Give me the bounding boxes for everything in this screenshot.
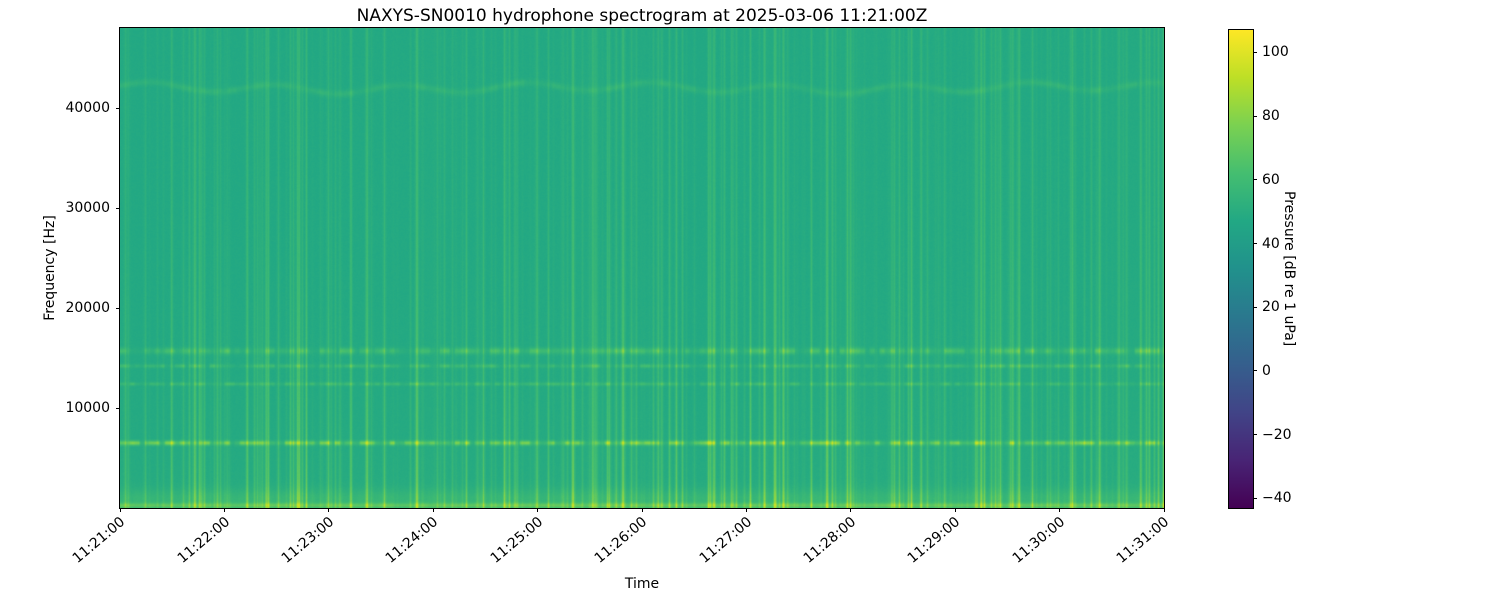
y-tick-label: 40000 <box>65 100 110 116</box>
colorbar-label: Pressure [dB re 1 uPa] <box>1281 191 1297 347</box>
x-tick-mark <box>223 508 225 512</box>
colorbar-tick-mark <box>1253 370 1257 372</box>
x-tick-mark <box>1163 508 1165 512</box>
colorbar-tick-mark <box>1253 497 1257 499</box>
x-tick-label: 11:21:00 <box>69 514 129 567</box>
y-tick-label: 30000 <box>65 200 110 216</box>
x-tick-mark <box>328 508 330 512</box>
colorbar-tick-label: 20 <box>1262 299 1280 316</box>
y-tick-mark <box>116 407 120 409</box>
plot-area <box>119 27 1165 509</box>
x-tick-label: 11:28:00 <box>800 514 860 567</box>
x-tick-mark <box>119 508 121 512</box>
y-tick-mark <box>116 207 120 209</box>
x-axis-label: Time <box>624 576 660 592</box>
x-tick-mark <box>537 508 539 512</box>
colorbar-tick-mark <box>1253 434 1257 436</box>
colorbar-tick-label: 100 <box>1262 44 1289 61</box>
x-tick-label: 11:26:00 <box>591 514 651 567</box>
x-tick-mark <box>850 508 852 512</box>
chart-title: NAXYS-SN0010 hydrophone spectrogram at 2… <box>356 6 928 26</box>
x-tick-label: 11:23:00 <box>278 514 338 567</box>
colorbar-tick-mark <box>1253 179 1257 181</box>
colorbar-gradient <box>1229 30 1253 508</box>
colorbar-tick-mark <box>1253 306 1257 308</box>
x-tick-label: 11:31:00 <box>1113 514 1173 567</box>
x-tick-label: 11:29:00 <box>905 514 964 567</box>
y-tick-label: 10000 <box>65 400 110 416</box>
y-tick-mark <box>116 307 120 309</box>
colorbar-tick-label: 80 <box>1262 108 1280 125</box>
y-tick-mark <box>116 107 120 109</box>
x-tick-label: 11:25:00 <box>487 514 546 567</box>
x-tick-mark <box>432 508 434 512</box>
colorbar-tick-mark <box>1253 51 1257 53</box>
x-tick-mark <box>1059 508 1061 512</box>
x-tick-label: 11:22:00 <box>174 514 233 567</box>
colorbar-tick-label: −20 <box>1262 426 1292 443</box>
colorbar-tick-label: 40 <box>1262 235 1280 252</box>
colorbar-tick-label: 60 <box>1262 171 1280 188</box>
spectrogram-canvas <box>120 28 1164 508</box>
colorbar-tick-label: −40 <box>1262 490 1292 507</box>
x-tick-mark <box>745 508 747 512</box>
y-tick-label: 20000 <box>65 300 110 316</box>
x-tick-mark <box>954 508 956 512</box>
x-tick-label: 11:30:00 <box>1009 514 1068 567</box>
x-tick-mark <box>641 508 643 512</box>
colorbar <box>1228 29 1254 509</box>
colorbar-tick-mark <box>1253 243 1257 244</box>
colorbar-tick-mark <box>1253 115 1257 117</box>
colorbar-tick-label: 0 <box>1262 362 1271 379</box>
x-tick-label: 11:27:00 <box>696 514 755 567</box>
x-tick-label: 11:24:00 <box>383 514 442 567</box>
